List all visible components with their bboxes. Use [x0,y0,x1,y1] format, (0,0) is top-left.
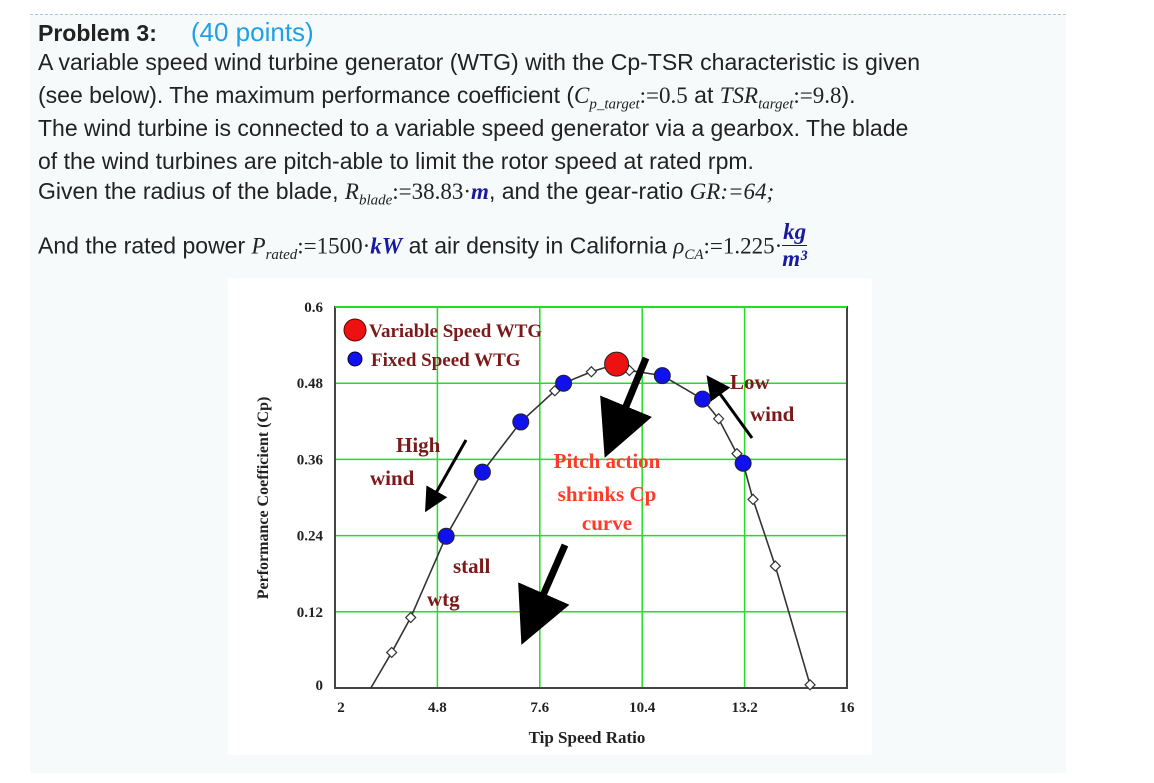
unit-den: m³ [782,246,808,271]
text-line-1: A variable speed wind turbine generator … [38,49,921,75]
problem-heading: Problem 3: (40 points) [38,17,314,48]
cp-value: :=0.5 [639,83,688,108]
rho-value: :=1.225· [703,233,783,259]
legend-label-variable: Variable Speed WTG [369,321,542,342]
text: ). [841,82,856,108]
x-tick-label: 4.8 [428,700,447,716]
annotation-pitch-3: curve [582,511,632,535]
y-tick-label: 0 [316,678,324,694]
p-sub: rated [265,247,298,264]
text: (see below). The maximum performance coe… [38,82,575,108]
curve-diamond-point [712,412,725,425]
text: , and the gear-ratio [488,178,690,204]
r-sub: blade [358,192,393,209]
annotation-high-wind: wind [370,466,415,490]
annotation-stall: stall [453,554,491,578]
r-value: :=38.83· [392,179,472,204]
fixed-speed-point [512,413,530,431]
rho-sub: CA [684,247,704,264]
y-tick-label: 0.24 [297,529,324,545]
cp-sub: p_target [589,96,640,113]
annotation-low-wind: wind [750,402,795,426]
p-value: :=1500· [297,233,371,259]
arrow-pitch-2 [518,543,570,645]
gear-ratio: GR:=64; [689,179,775,204]
fixed-speed-point [653,367,671,385]
arrow-pitch-1 [600,356,652,458]
fixed-speed-point [473,463,491,481]
cp-symbol: C [574,83,590,108]
text-line-3: The wind turbine is connected to a varia… [38,115,909,141]
legend-marker-variable [343,318,367,342]
curve-diamond-point [804,678,816,691]
y-tick-label: 0.36 [297,452,324,468]
r-unit: m [471,179,489,204]
problem-title: Problem 3: [38,20,157,46]
text-line-2: (see below). The maximum performance coe… [38,82,856,114]
text-line-6: And the rated power Prated:=1500·kW at a… [38,219,808,274]
text-line-4: of the wind turbines are pitch-able to l… [38,148,754,174]
annotation-low: Low [730,370,771,394]
rho-symbol: ρ [673,233,685,259]
text: And the rated power [38,232,252,259]
p-symbol: P [251,233,266,259]
x-tick-label: 7.6 [530,700,549,716]
x-tick-label: 16 [840,700,856,716]
unit-num: kg [782,219,808,246]
r-symbol: R [344,179,359,204]
annotation-pitch-1: Pitch action [554,449,661,473]
fixed-speed-point [555,374,573,392]
legend-label-fixed: Fixed Speed WTG [371,350,521,371]
fixed-speed-point [694,390,712,408]
y-tick-label: 0.48 [297,376,323,392]
curve-diamond-point [769,560,782,572]
x-tick-label: 10.4 [629,700,656,716]
text-line-5: Given the radius of the blade, Rblade:=3… [38,178,774,210]
tsr-value: :=9.8 [793,83,842,108]
rho-unit: kg m³ [782,219,808,272]
annotation-wtg: wtg [427,587,460,611]
x-tick-label: 13.2 [731,700,757,716]
arrow-low-wind [706,375,754,439]
arrow-high-wind [425,439,468,513]
tsr-symbol: TSR [719,83,759,108]
problem-points: (40 points) [190,17,314,47]
tsr-sub: target [758,96,794,113]
p-unit: kW [370,233,403,259]
curve-diamond-point [404,611,417,624]
y-axis-label: Performance Coefficient (Cp) [255,397,272,600]
annotation-high: High [396,433,441,457]
x-axis-label: Tip Speed Ratio [529,728,646,747]
text: at [687,82,720,108]
curve-diamond-point [585,365,598,378]
text: at air density in California [402,232,674,259]
y-tick-label: 0.12 [297,605,323,621]
legend-marker-fixed [347,351,363,367]
x-tick-label: 2 [337,700,345,716]
fixed-speed-point [437,527,455,545]
annotation-pitch-2: shrinks Cp [558,482,657,506]
variable-speed-point [604,351,630,377]
curve-diamond-point [385,646,398,659]
fixed-speed-point [734,454,752,472]
text: Given the radius of the blade, [38,178,345,204]
curve-diamond-point [747,493,759,506]
y-tick-label: 0.6 [304,300,323,316]
